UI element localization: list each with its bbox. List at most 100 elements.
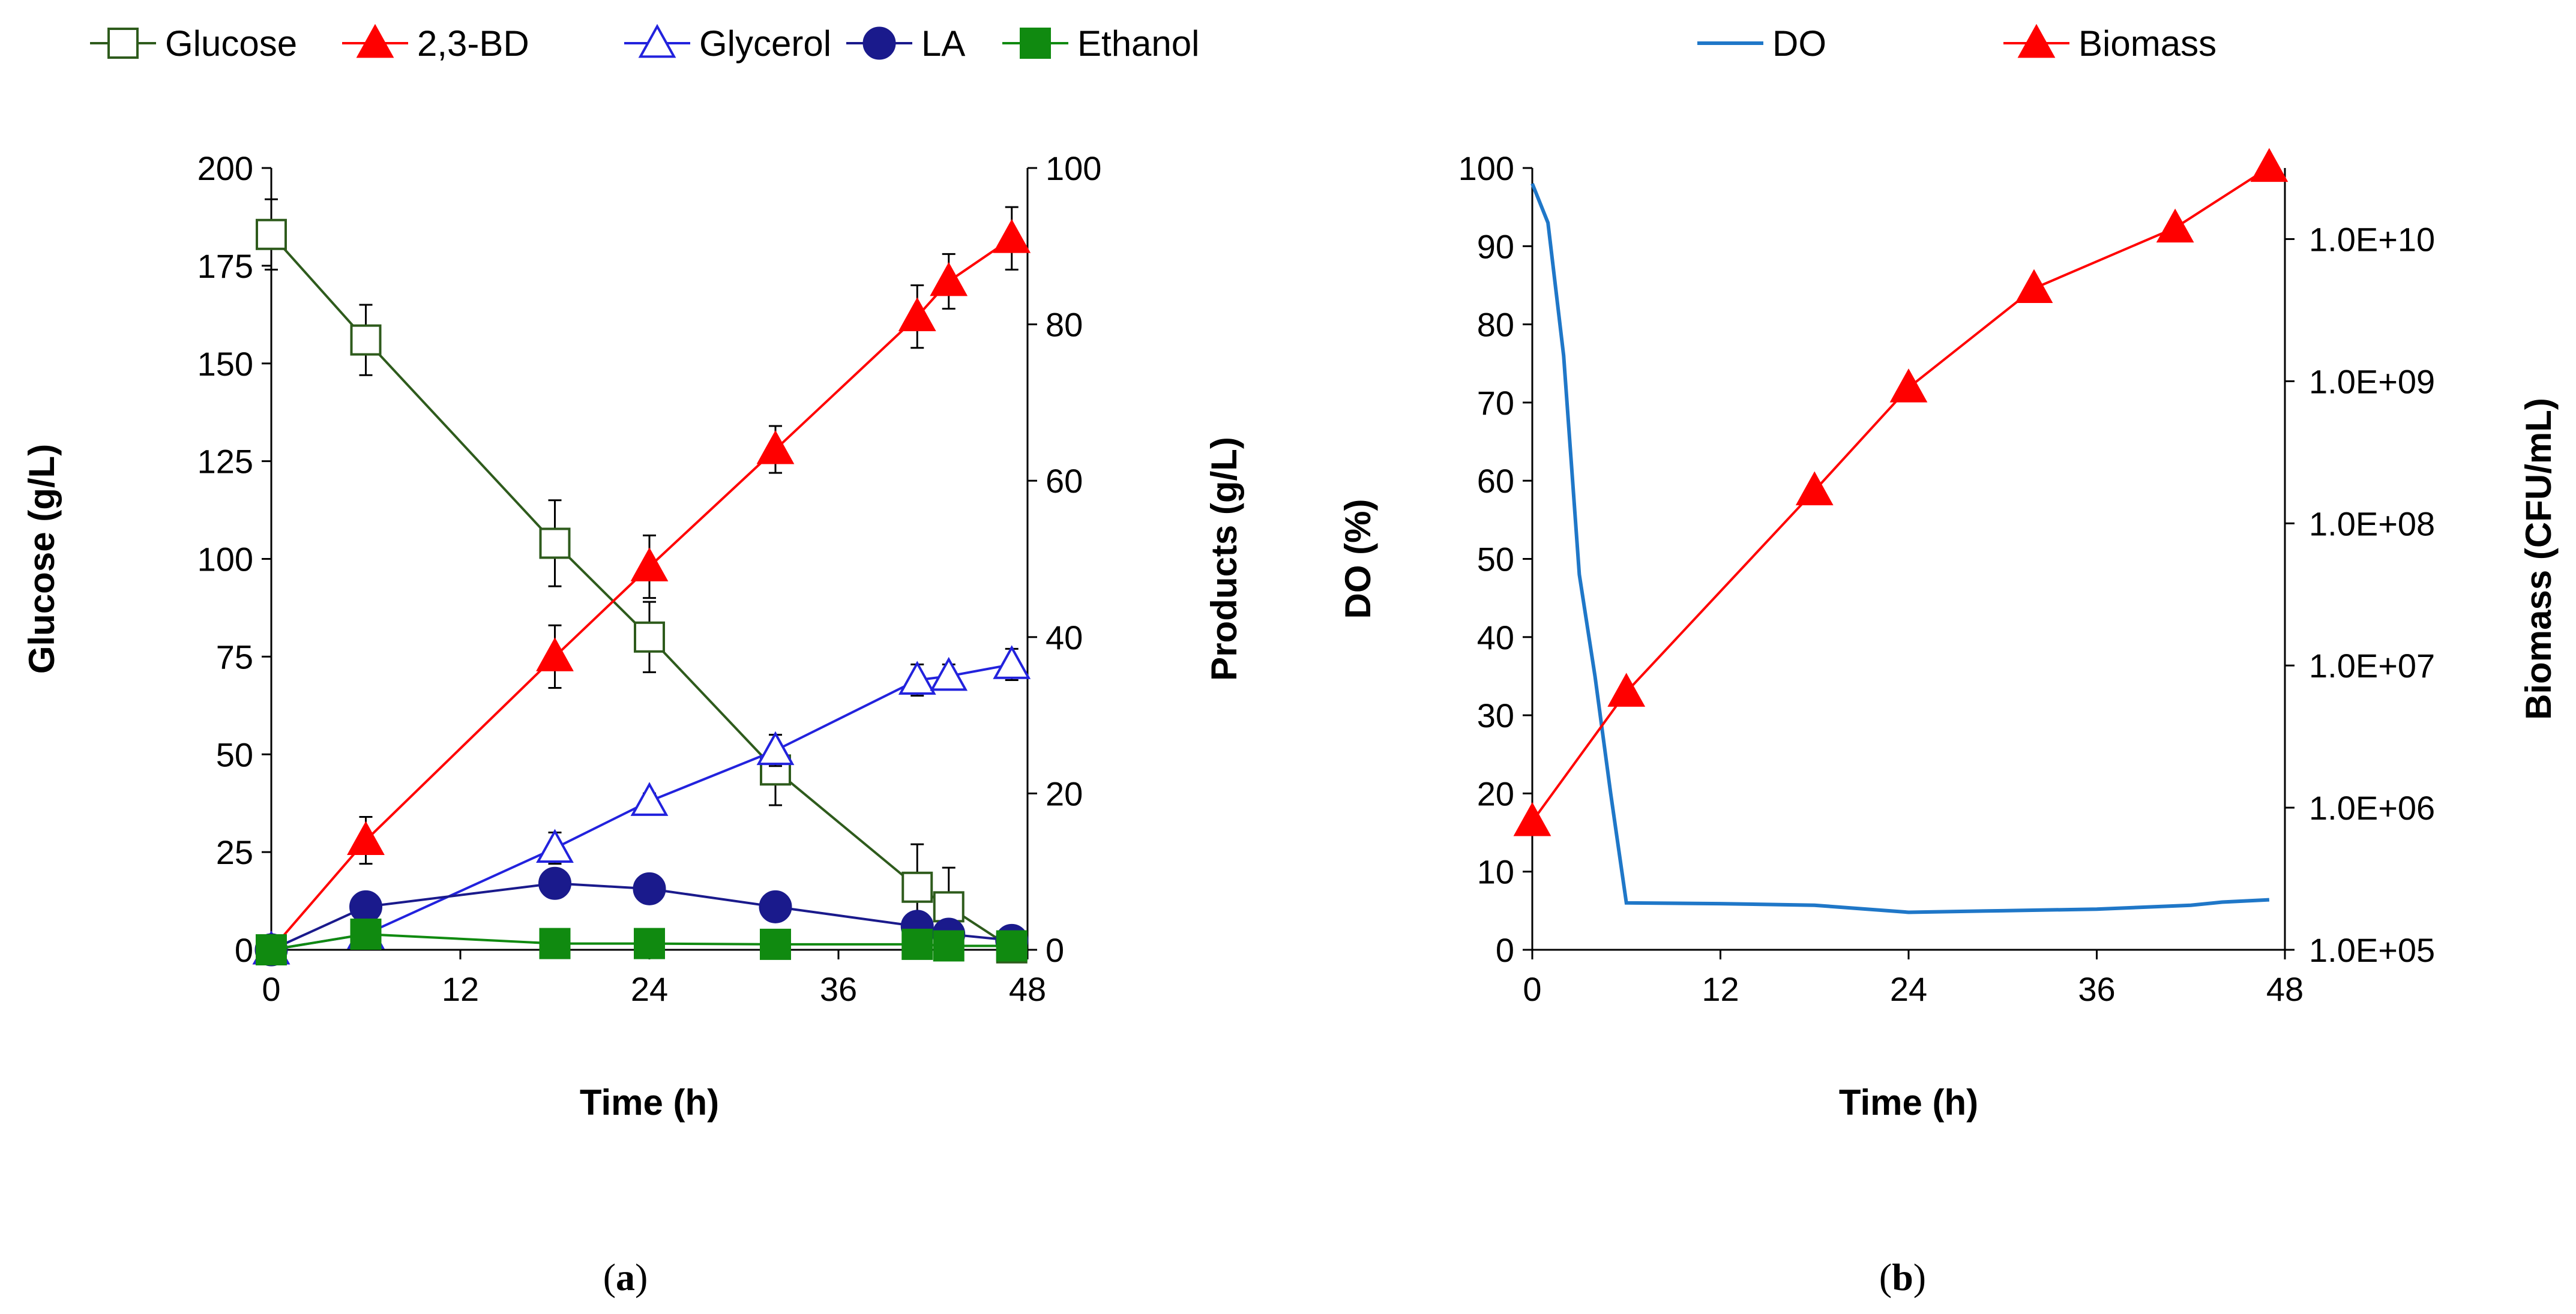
data-point [633, 872, 666, 905]
data-point [2250, 148, 2289, 182]
y-right-tick-label: 60 [1046, 462, 1083, 500]
data-point [993, 645, 1031, 679]
y-axis-right-title: Products (g/L) [1204, 437, 1244, 681]
y-left-tick-label: 125 [197, 443, 253, 481]
y-left-tick-label: 150 [197, 345, 253, 383]
y-left-tick-label: 175 [197, 247, 253, 285]
data-point [901, 928, 933, 960]
y-right-tick-label: 40 [1046, 619, 1083, 656]
y-left-tick-label: 30 [1477, 697, 1514, 734]
data-point [760, 928, 791, 960]
legend-panel-b: DO Biomass [1697, 23, 2216, 64]
data-point [350, 918, 382, 950]
data-point [2015, 269, 2053, 304]
data-point [898, 297, 936, 331]
panel-b-caption: (b) [1879, 1256, 1926, 1298]
x-tick-label: 36 [2078, 970, 2115, 1008]
caption-letter: a [616, 1256, 635, 1298]
caption-paren: ) [635, 1256, 648, 1298]
legend-label: 2,3-BD [417, 23, 529, 64]
data-point [898, 661, 936, 695]
y-left-tick-label: 200 [197, 149, 253, 187]
data-point [538, 866, 571, 900]
y-left-tick-label: 0 [235, 931, 253, 969]
y-left-tick-label: 40 [1477, 619, 1514, 656]
y-left-tick-label: 75 [216, 638, 253, 676]
legend-marker [862, 26, 896, 60]
data-point [350, 324, 382, 356]
y-right-tick-label: 1.0E+08 [2309, 505, 2435, 542]
y-left-tick-label: 25 [216, 833, 253, 871]
data-point [634, 621, 665, 653]
series-ethanol [256, 918, 1028, 965]
x-tick-label: 48 [1009, 970, 1046, 1008]
x-tick-label: 24 [1890, 970, 1927, 1008]
series-biomass [1513, 148, 2289, 836]
data-point [759, 890, 792, 923]
legend-marker [638, 23, 676, 58]
data-point [256, 218, 287, 250]
x-tick-label: 0 [1523, 970, 1541, 1008]
legend-label: DO [1772, 23, 1826, 64]
y-left-tick-label: 10 [1477, 853, 1514, 891]
series-do [1530, 182, 2270, 914]
y-axis-left-title: Glucose (g/L) [22, 444, 62, 674]
data-point [630, 782, 669, 816]
x-tick-label: 24 [631, 970, 668, 1008]
data-point [634, 928, 665, 959]
y-right-tick-label: 80 [1046, 306, 1083, 344]
legend-marker [107, 28, 139, 59]
y-left-tick-label: 20 [1477, 775, 1514, 812]
y-axis-right-title: Biomass (CFU/mL) [2518, 398, 2559, 720]
data-point [993, 219, 1031, 253]
data-point [933, 891, 964, 923]
y-left-tick-label: 0 [1496, 931, 1514, 969]
legend-marker [1020, 28, 1051, 59]
caption-paren: ( [1879, 1256, 1892, 1298]
x-tick-label: 0 [262, 970, 280, 1008]
y-right-tick-label: 0 [1046, 931, 1064, 969]
y-right-tick-label: 1.0E+10 [2309, 220, 2435, 258]
legend-marker [2017, 23, 2056, 58]
caption-paren: ) [1913, 1256, 1926, 1298]
data-point [933, 930, 964, 962]
legend-label: Ethanol [1077, 23, 1200, 64]
y-right-tick-label: 1.0E+09 [2309, 362, 2435, 400]
x-tick-label: 48 [2266, 970, 2304, 1008]
panel-b-chart: 0 10 20 30 40 50 60 70 80 90 100 1.0E+05 1.0E+06 1.0E… [1338, 23, 2559, 1298]
legend-marker [356, 23, 394, 58]
data-point [1795, 471, 1834, 506]
y-right-tick-label: 1.0E+05 [2309, 931, 2435, 969]
y-left-tick-label: 70 [1477, 384, 1514, 422]
data-point [996, 930, 1028, 962]
data-point [756, 430, 795, 464]
data-point [347, 821, 385, 855]
y-right-tick-label: 1.0E+07 [2309, 647, 2435, 685]
data-point [930, 262, 968, 296]
data-point [1607, 673, 1646, 707]
y-left-tick-label: 100 [1458, 149, 1514, 187]
data-point [1513, 802, 1551, 836]
legend-label: Glycerol [699, 23, 831, 64]
y-left-tick-label: 100 [197, 541, 253, 578]
data-point [536, 829, 574, 863]
data-point [630, 547, 669, 581]
x-tick-label: 12 [442, 970, 479, 1008]
data-point [1889, 368, 1928, 403]
legend-label: LA [921, 23, 965, 64]
x-tick-label: 36 [820, 970, 857, 1008]
data-point [536, 637, 574, 671]
data-point [539, 928, 571, 959]
series-glucose [256, 198, 1028, 964]
data-point [2156, 208, 2194, 243]
y-left-tick-label: 50 [1477, 541, 1514, 578]
legend-panel-a: Glucose 2,3-BD Glycerol LA Ethanol [90, 23, 1200, 64]
panel-a-chart: 0 25 50 75 100 125 150 175 200 0 20 40 60 80 100 0 12 24 3… [22, 23, 1244, 1298]
caption-paren: ( [603, 1256, 616, 1298]
series-line [1530, 182, 2270, 914]
legend-label: Biomass [2078, 23, 2216, 64]
caption-letter: b [1892, 1256, 1913, 1298]
data-point [756, 731, 795, 766]
y-right-tick-label: 1.0E+06 [2309, 789, 2435, 827]
